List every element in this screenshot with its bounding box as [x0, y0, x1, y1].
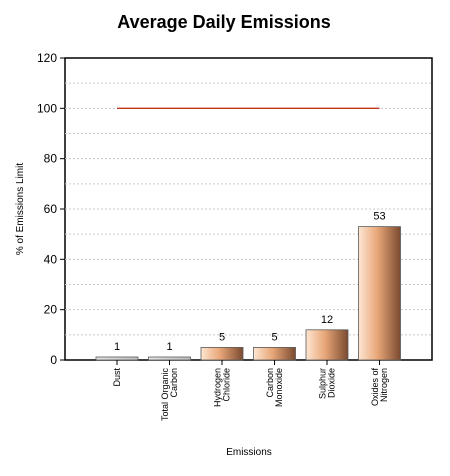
- bar: [148, 356, 191, 361]
- y-tick-label: 20: [44, 303, 58, 317]
- x-axis: Dust Total Organic Carbon Hydrogen Chloride C…: [112, 360, 389, 421]
- y-tick-label: 40: [44, 252, 58, 266]
- category-label: Chloride: [222, 368, 232, 402]
- data-label: 5: [271, 331, 277, 343]
- y-axis-title: % of Emissions Limit: [15, 163, 26, 255]
- y-tick-label: 80: [44, 152, 58, 166]
- y-tick-label: 0: [50, 353, 57, 367]
- bar: [200, 347, 244, 361]
- category-label: Hydrogen: [213, 368, 223, 407]
- data-label: 1: [166, 341, 172, 353]
- bar: [358, 226, 401, 361]
- data-label: 12: [321, 314, 333, 326]
- x-axis-title: Emissions: [226, 447, 272, 458]
- y-tick-label: 100: [37, 101, 57, 115]
- category-label: Sulphur: [318, 368, 328, 399]
- y-tick-label: 120: [37, 51, 57, 65]
- category-label: Oxides of: [370, 368, 380, 407]
- category-label: Dioxide: [327, 368, 337, 398]
- category-label: Total Organic: [160, 368, 170, 422]
- data-label: 53: [373, 211, 385, 223]
- chart-title: Average Daily Emissions: [117, 12, 330, 32]
- category-label: Carbon: [265, 368, 275, 398]
- bars: 1 1 5 5 12 53: [95, 211, 401, 361]
- category-label: Monoxide: [274, 368, 284, 407]
- y-axis: 0 20 40 60 80 100 120: [37, 51, 65, 367]
- y-tick-label: 60: [44, 202, 58, 216]
- bar: [253, 347, 296, 361]
- bar: [95, 356, 139, 361]
- category-label: Carbon: [169, 368, 179, 398]
- data-label: 5: [219, 331, 225, 343]
- bar: [305, 329, 349, 361]
- category-label: Dust: [112, 368, 122, 387]
- data-label: 1: [114, 341, 120, 353]
- category-label: Nitrogen: [379, 368, 389, 402]
